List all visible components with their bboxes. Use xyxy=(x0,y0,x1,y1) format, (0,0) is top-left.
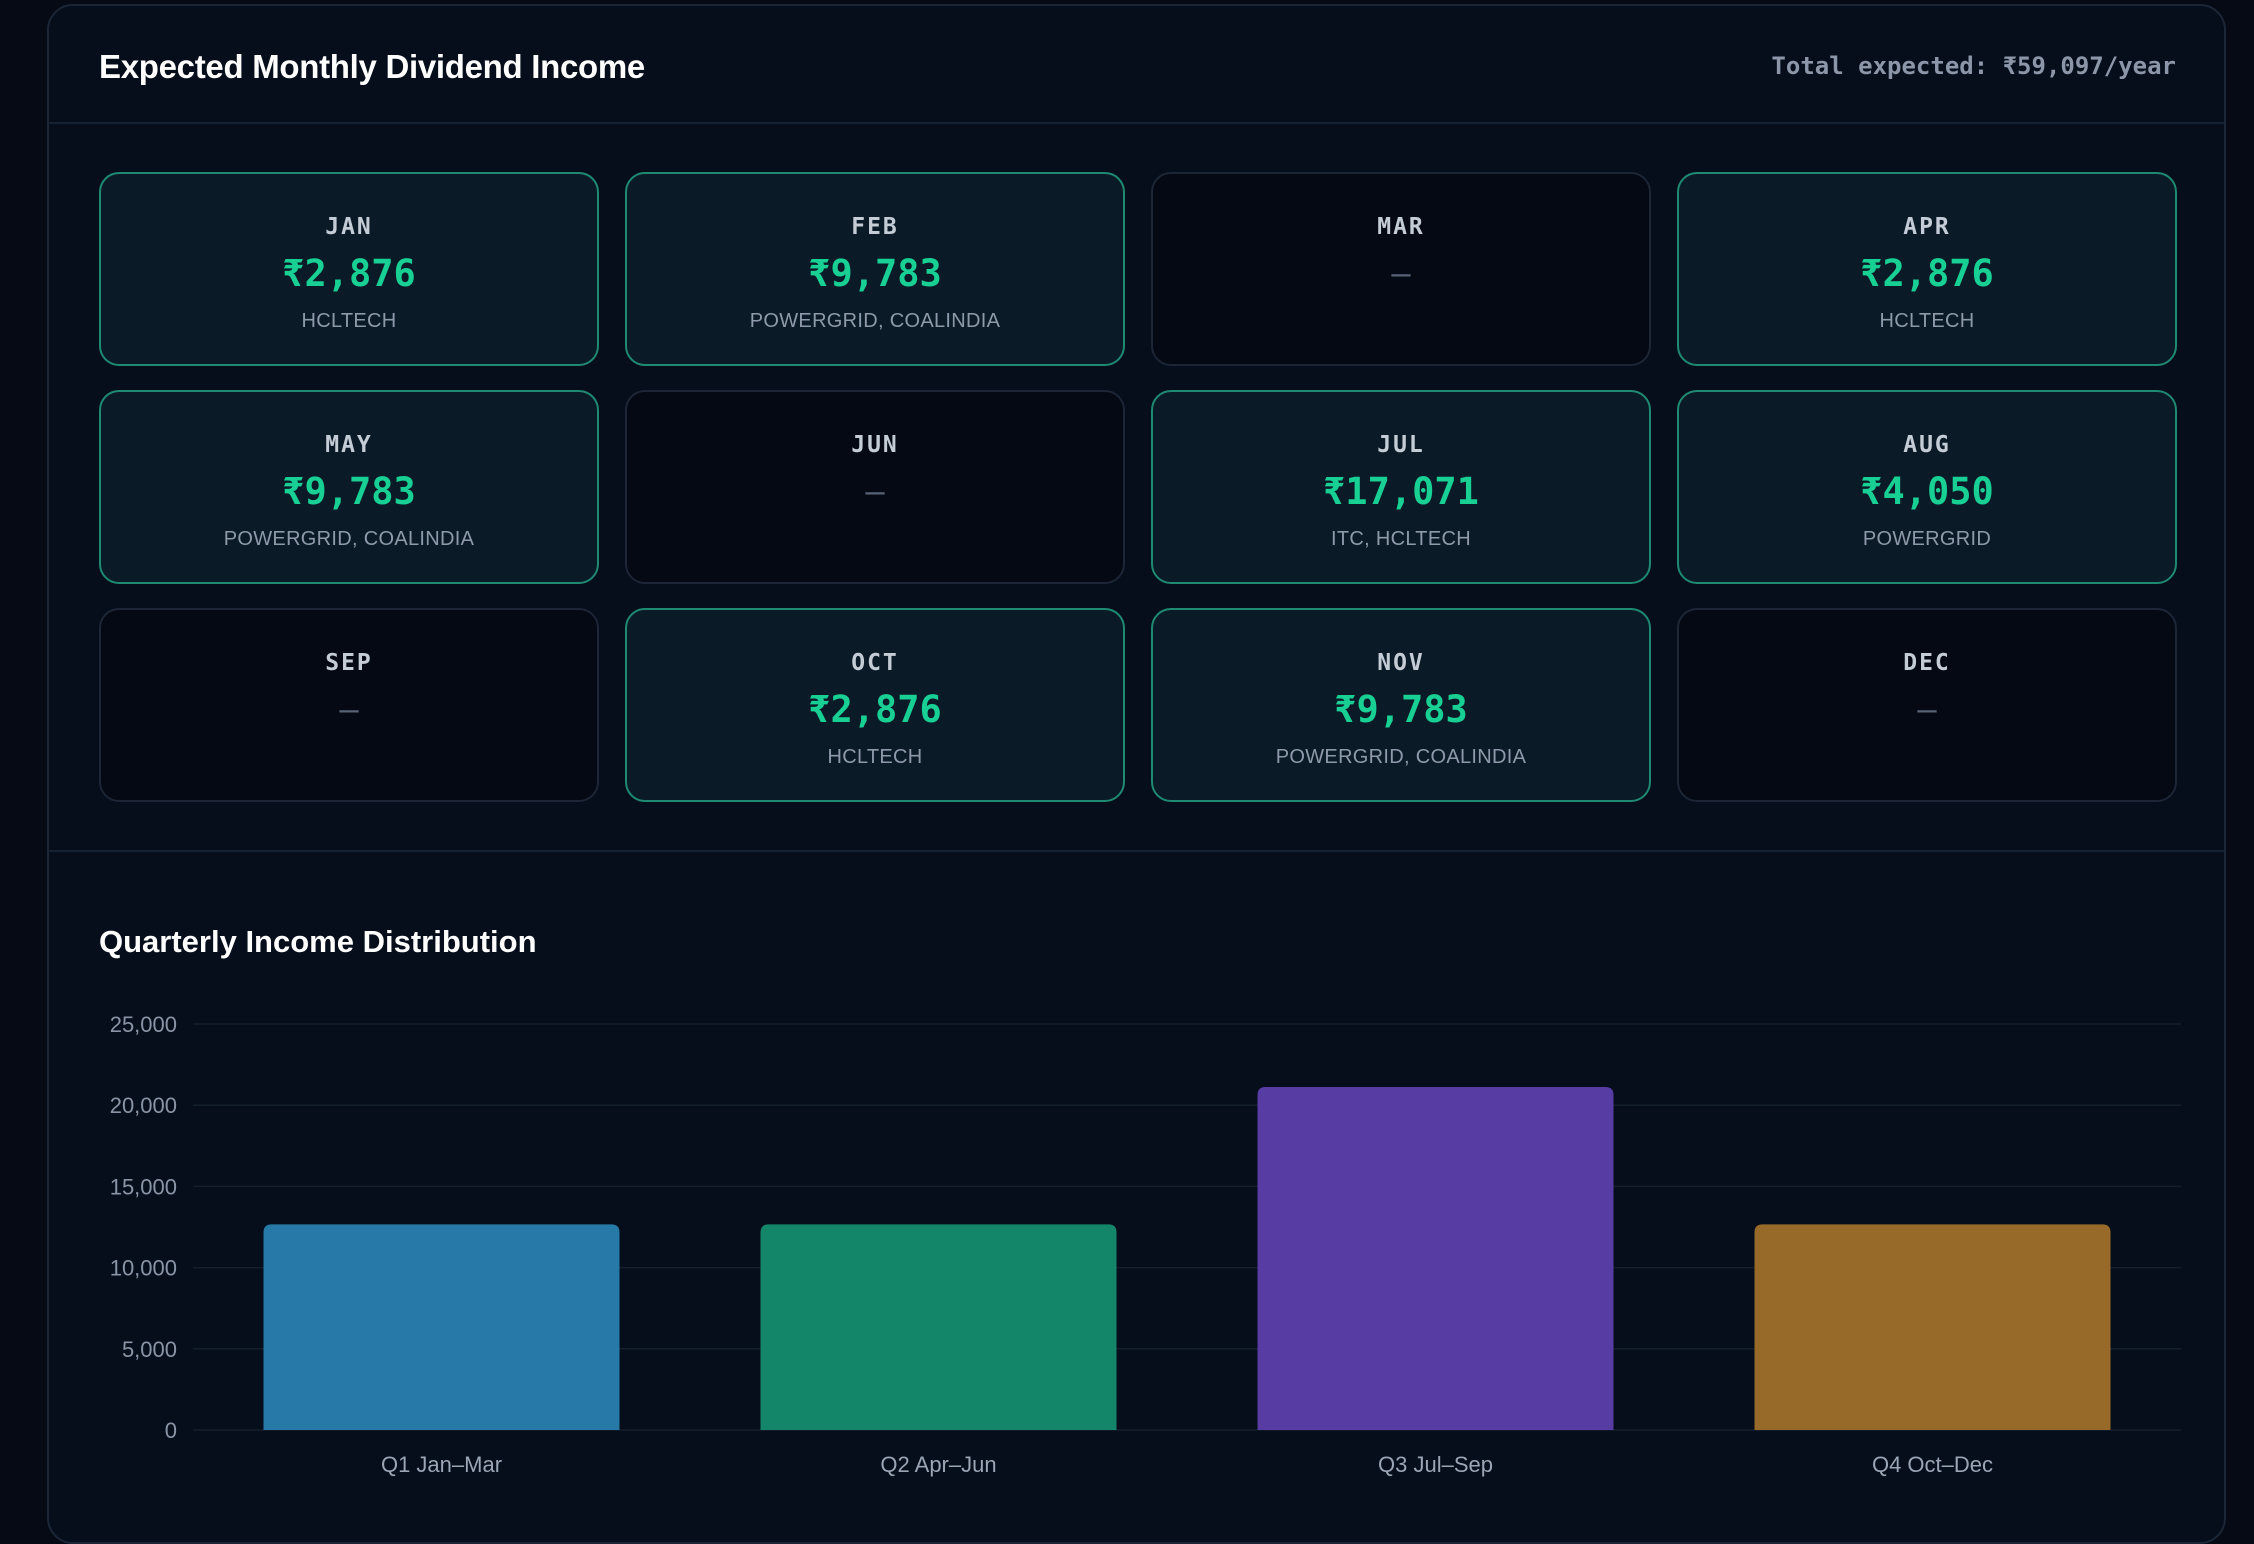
x-tick-label: Q3 Jul–Sep xyxy=(1378,1452,1493,1477)
month-card-mar: MAR — xyxy=(1151,172,1651,366)
x-tick-label: Q1 Jan–Mar xyxy=(381,1452,502,1477)
month-amount: ₹2,876 xyxy=(282,252,416,295)
y-tick-label: 10,000 xyxy=(110,1256,177,1281)
month-amount: — xyxy=(1391,254,1411,292)
panel-title: Expected Monthly Dividend Income xyxy=(99,48,645,85)
month-label: OCT xyxy=(851,650,899,676)
month-amount: ₹9,783 xyxy=(282,470,416,513)
month-amount: — xyxy=(865,472,885,510)
month-amount: ₹4,050 xyxy=(1860,470,1994,513)
total-expected-label: Total expected: ₹59,097/year xyxy=(1771,52,2176,80)
month-label: JAN xyxy=(325,214,373,240)
month-amount: — xyxy=(339,690,359,728)
section-divider xyxy=(49,850,2224,852)
month-label: NOV xyxy=(1377,650,1425,676)
month-tickers: ITC, HCLTECH xyxy=(1331,528,1471,550)
x-tick-label: Q4 Oct–Dec xyxy=(1872,1452,1993,1477)
month-amount: ₹9,783 xyxy=(808,252,942,295)
y-tick-label: 5,000 xyxy=(122,1337,177,1362)
month-label: SEP xyxy=(325,650,373,676)
month-card-dec: DEC — xyxy=(1677,608,2177,802)
y-tick-label: 0 xyxy=(165,1418,177,1443)
month-card-oct: OCT ₹2,876 HCLTECH xyxy=(625,608,1125,802)
month-amount: ₹9,783 xyxy=(1334,688,1468,731)
month-amount: ₹2,876 xyxy=(1860,252,1994,295)
month-tickers: HCLTECH xyxy=(1879,310,1975,332)
month-card-jul: JUL ₹17,071 ITC, HCLTECH xyxy=(1151,390,1651,584)
bar-q1[interactable] xyxy=(263,1224,620,1430)
month-label: APR xyxy=(1903,214,1951,240)
month-label: DEC xyxy=(1903,650,1951,676)
month-card-jan: JAN ₹2,876 HCLTECH xyxy=(99,172,599,366)
month-card-aug: AUG ₹4,050 POWERGRID xyxy=(1677,390,2177,584)
month-label: JUN xyxy=(851,432,899,458)
month-card-may: MAY ₹9,783 POWERGRID, COALINDIA xyxy=(99,390,599,584)
y-tick-label: 20,000 xyxy=(110,1093,177,1118)
bar-q2[interactable] xyxy=(760,1224,1117,1430)
monthly-calendar-grid: JAN ₹2,876 HCLTECH FEB ₹9,783 POWERGRID, COAL… xyxy=(99,172,2177,802)
chart-title: Quarterly Income Distribution xyxy=(99,924,537,959)
dividend-income-panel: Expected Monthly Dividend Income Total e… xyxy=(47,4,2226,1544)
month-card-apr: APR ₹2,876 HCLTECH xyxy=(1677,172,2177,366)
month-label: JUL xyxy=(1377,432,1425,458)
y-tick-label: 15,000 xyxy=(110,1174,177,1199)
month-card-jun: JUN — xyxy=(625,390,1125,584)
month-card-nov: NOV ₹9,783 POWERGRID, COALINDIA xyxy=(1151,608,1651,802)
month-card-sep: SEP — xyxy=(99,608,599,802)
month-label: MAR xyxy=(1377,214,1425,240)
month-tickers: HCLTECH xyxy=(301,310,397,332)
month-tickers: POWERGRID, COALINDIA xyxy=(1275,746,1527,768)
month-amount: ₹17,071 xyxy=(1323,470,1479,513)
month-amount: ₹2,876 xyxy=(808,688,942,731)
month-tickers: POWERGRID, COALINDIA xyxy=(749,310,1001,332)
quarterly-income-chart: 0 5,000 10,000 15,000 20,000 25,000 Q1 Jan–Mar… xyxy=(110,1012,2181,1477)
month-amount: — xyxy=(1917,690,1937,728)
month-label: FEB xyxy=(851,214,899,240)
month-tickers: POWERGRID, COALINDIA xyxy=(223,528,475,550)
month-card-feb: FEB ₹9,783 POWERGRID, COALINDIA xyxy=(625,172,1125,366)
month-label: AUG xyxy=(1903,432,1951,458)
month-label: MAY xyxy=(325,432,373,458)
bar-q3[interactable] xyxy=(1257,1086,1614,1430)
y-tick-label: 25,000 xyxy=(110,1012,177,1037)
month-tickers: HCLTECH xyxy=(827,746,923,768)
panel-header: Expected Monthly Dividend Income Total e… xyxy=(49,6,2224,124)
x-tick-label: Q2 Apr–Jun xyxy=(880,1452,996,1477)
month-tickers: POWERGRID xyxy=(1862,528,1992,550)
bar-q4[interactable] xyxy=(1754,1224,2111,1430)
